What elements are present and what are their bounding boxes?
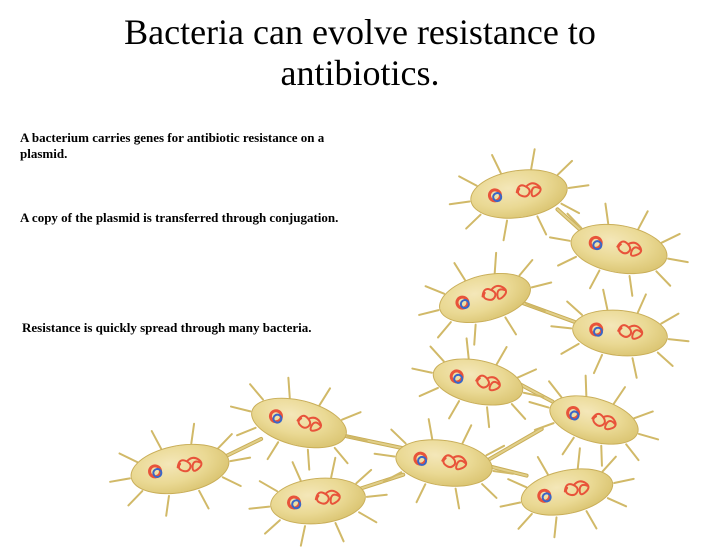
conjugation-tube [555, 207, 587, 237]
plasmid-icon [564, 404, 581, 421]
plasmid-icon [589, 322, 604, 337]
chromosome-icon [477, 279, 511, 308]
chromosome-icon [173, 451, 206, 478]
plasmid-icon [448, 368, 465, 385]
bacterium [246, 389, 352, 457]
chromosome-icon [292, 409, 326, 438]
bacterium [567, 217, 672, 281]
conjugation-tube [487, 426, 544, 461]
conjugation-tube [511, 378, 555, 404]
chromosome-icon [438, 450, 471, 476]
plasmid-icon [536, 488, 553, 505]
conjugation-tube [480, 462, 529, 478]
bacterium [516, 461, 617, 524]
bacterium [268, 473, 368, 529]
chromosome-icon [312, 486, 344, 511]
conjugation-tube [217, 436, 264, 462]
chromosome-icon [471, 369, 505, 397]
conjugation-tube [519, 300, 577, 324]
bacterium [428, 351, 527, 413]
chromosome-icon [560, 475, 594, 503]
bacterium [127, 437, 234, 502]
bacterium [392, 433, 495, 492]
plasmid-icon [147, 464, 163, 480]
chromosome-icon [613, 235, 646, 262]
plasmid-icon [487, 188, 503, 204]
plasmid-icon [587, 235, 603, 251]
bacterium [434, 264, 536, 331]
chromosome-icon [512, 177, 545, 203]
bacterium [467, 163, 571, 224]
conjugation-tube [349, 472, 405, 494]
plasmid-icon [267, 407, 284, 424]
bacterium [570, 305, 670, 361]
plasmid-icon [454, 294, 471, 311]
caption-step-3: Resistance is quickly spread through man… [22, 320, 312, 336]
plasmid-icon [287, 495, 302, 510]
caption-step-1: A bacterium carries genes for antibiotic… [20, 130, 340, 163]
caption-step-2: A copy of the plasmid is transferred thr… [20, 210, 338, 226]
chromosome-icon [614, 320, 646, 345]
conjugation-tube [336, 432, 405, 450]
page-title: Bacteria can evolve resistance to antibi… [0, 0, 720, 105]
plasmid-icon [412, 450, 428, 466]
chromosome-icon [587, 407, 622, 436]
bacterium [544, 386, 645, 454]
